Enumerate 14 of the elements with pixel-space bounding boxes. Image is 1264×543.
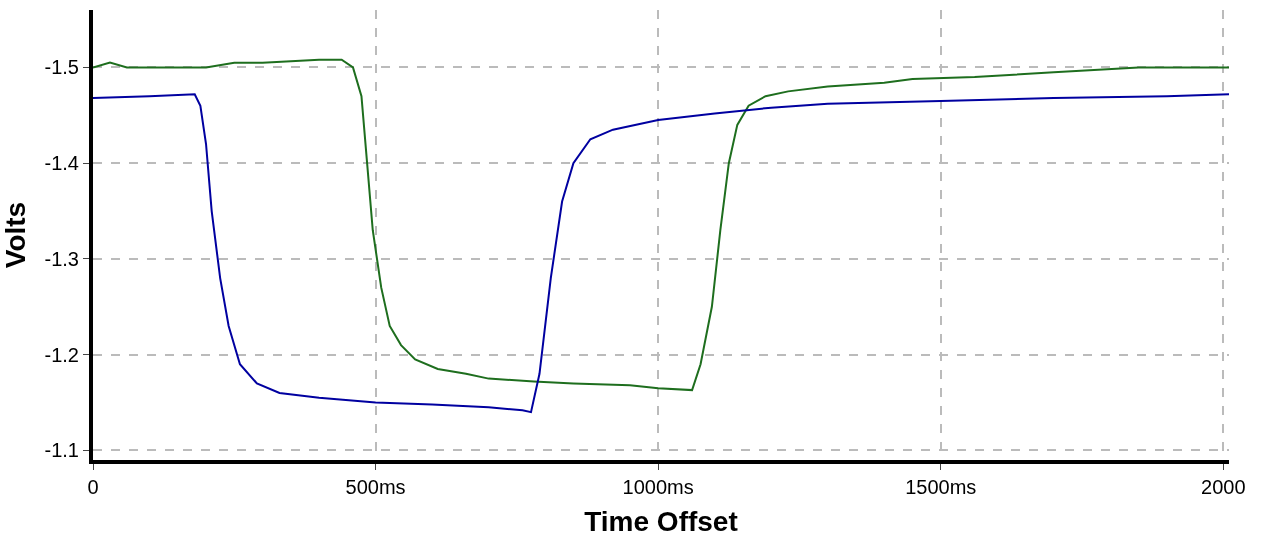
x-tick-label: 1000ms: [622, 476, 694, 498]
x-tick-label: 500ms: [345, 476, 406, 498]
x-tick-label: 0: [87, 476, 99, 498]
y-tick-label: -1.2: [44, 343, 79, 366]
y-tick-label: -1.5: [44, 56, 79, 79]
line-series: [93, 93, 1229, 414]
x-tick-label: 1500ms: [905, 476, 977, 498]
line-series: [93, 58, 1229, 392]
y-axis-title: Volts: [0, 201, 31, 269]
y-tick-label: -1.3: [44, 247, 79, 270]
x-tick-label: 2000: [1201, 476, 1246, 498]
y-tick-label: -1.1: [44, 439, 79, 462]
y-tick-label: -1.4: [44, 152, 79, 175]
x-axis-title: Time Offset: [584, 505, 738, 537]
